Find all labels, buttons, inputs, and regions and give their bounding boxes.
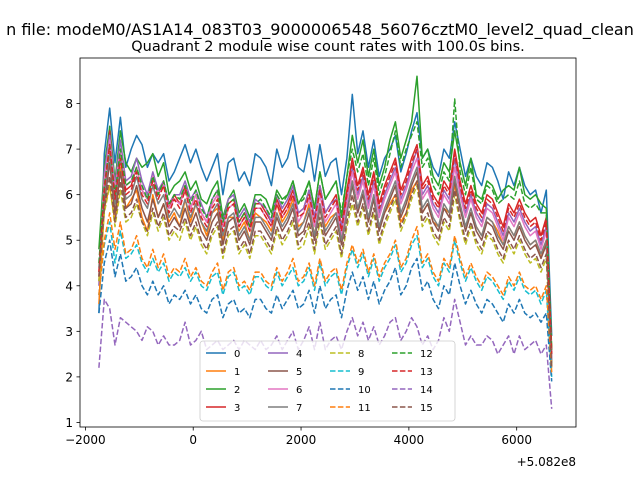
legend-label-7: 7	[296, 403, 302, 414]
series-line-0	[98, 93, 553, 336]
y-tick-label: 5	[65, 234, 73, 248]
series-line-10	[98, 239, 553, 382]
chart-title: Quadrant 2 module wise count rates with …	[131, 39, 525, 55]
y-tick-label: 2	[65, 370, 73, 384]
y-tick-label: 6	[65, 188, 73, 202]
y-tick-label: 8	[65, 97, 73, 111]
series-line-13	[98, 143, 553, 355]
legend-label-6: 6	[296, 385, 302, 396]
y-tick-label: 1	[65, 416, 73, 430]
legend-label-8: 8	[358, 349, 364, 360]
y-tick-label: 7	[65, 143, 73, 157]
y-axis: 1 2 3 4 5 6 7 8	[65, 97, 80, 430]
series-line-8	[98, 184, 553, 368]
series-line-12	[98, 98, 553, 350]
series-line-9	[98, 221, 553, 377]
x-tick-label: 2000	[286, 433, 317, 447]
legend-box	[199, 340, 456, 422]
y-tick-label: 4	[65, 279, 73, 293]
x-tick-label: 6000	[501, 433, 532, 447]
series-line-15	[98, 175, 553, 368]
legend-label-1: 1	[234, 367, 240, 378]
legend-label-14: 14	[420, 385, 433, 396]
legend-label-5: 5	[296, 367, 302, 378]
legend-label-11: 11	[358, 403, 371, 414]
legend-label-15: 15	[420, 403, 433, 414]
figure-suptitle: n file: modeM0/AS1A14_083T03_9000006548_…	[6, 20, 634, 40]
plot-area-frame	[79, 57, 577, 428]
y-tick-label: 3	[65, 325, 73, 339]
x-tick-label: −2000	[65, 433, 106, 447]
legend-label-0: 0	[234, 349, 240, 360]
legend-label-4: 4	[296, 349, 302, 360]
series-line-7	[98, 152, 553, 364]
series-layer	[98, 75, 553, 409]
legend-label-12: 12	[420, 349, 433, 360]
legend-label-10: 10	[358, 385, 371, 396]
legend-label-3: 3	[234, 403, 240, 414]
x-tick-label: 4000	[394, 433, 425, 447]
legend-label-13: 13	[420, 367, 433, 378]
series-line-11	[98, 212, 553, 373]
x-axis-offset-label: +5.082e8	[517, 455, 576, 469]
x-axis: −2000 0 2000 4000 6000	[65, 427, 532, 447]
series-line-5	[98, 162, 553, 364]
legend-label-2: 2	[234, 385, 240, 396]
x-tick-label: 0	[189, 433, 197, 447]
legend-label-9: 9	[358, 367, 364, 378]
